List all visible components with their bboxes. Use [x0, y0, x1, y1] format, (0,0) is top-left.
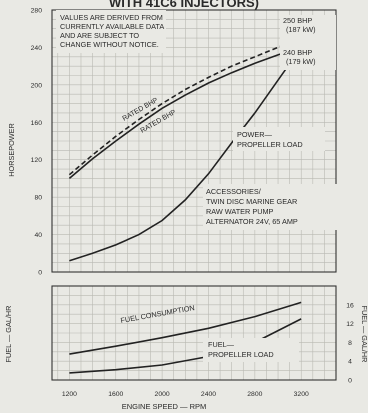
note-box: VALUES ARE DERIVED FROM CURRENTLY AVAILA…	[56, 10, 166, 53]
fuel-prop-line-2: PROPELLER LOAD	[208, 350, 274, 359]
y-tick-label: 200	[31, 82, 43, 89]
note-line-1: VALUES ARE DERIVED FROM	[60, 13, 163, 22]
x-tick-label: 3200	[294, 391, 309, 398]
power-propeller-label: POWER— PROPELLER LOAD	[233, 127, 325, 151]
power-label-line-2: PROPELLER LOAD	[237, 140, 303, 149]
y-tick-label: 80	[34, 195, 42, 202]
rated-bhp-dashed-curve	[68, 37, 302, 176]
fuel-propeller-label: FUEL— PROPELLER LOAD	[203, 338, 299, 362]
accessories-line-4: ALTERNATOR 24V, 65 AMP	[206, 217, 298, 226]
x-tick-label: 2400	[201, 391, 216, 398]
bhp-240-label: 240 BHP	[283, 48, 312, 57]
fuel-prop-line-1: FUEL—	[208, 340, 235, 349]
power-label-line-1: POWER—	[237, 130, 273, 139]
fuel-tick-label: 12	[346, 321, 354, 328]
fuel-label-background	[203, 338, 299, 362]
y-tick-label: 280	[31, 8, 43, 15]
kw-179-label: (179 kW)	[286, 57, 316, 66]
axes	[51, 9, 337, 381]
fuel-axis-title-left: FUEL — GAL/HR	[4, 306, 13, 363]
rating-label-background	[280, 15, 336, 70]
y-tick-label: 240	[31, 45, 43, 52]
fuel-tick-label: 4	[348, 359, 352, 366]
accessories-note-background	[203, 184, 343, 230]
kw-187-label: (187 kW)	[286, 25, 316, 34]
fuel-tick-label: 8	[348, 340, 352, 347]
power-label-background	[233, 127, 325, 151]
note-background	[56, 10, 166, 53]
y-tick-label: 0	[38, 270, 42, 277]
rated-bhp-curve	[68, 46, 302, 180]
accessories-line-2: TWIN DISC MARINE GEAR	[206, 197, 297, 206]
y-tick-label: 40	[34, 232, 42, 239]
fuel-consumption-curve	[69, 301, 302, 355]
x-tick-label: 1200	[62, 391, 77, 398]
accessories-note: ACCESSORIES/ TWIN DISC MARINE GEAR RAW W…	[203, 184, 343, 230]
fuel-plot-frame	[51, 285, 337, 381]
y-tick-label: 160	[31, 120, 43, 127]
x-axis-title: ENGINE SPEED — RPM	[122, 402, 207, 411]
fuel-axis-title-right: FUEL — GAL/HR	[360, 306, 368, 363]
x-tick-label: 1600	[108, 391, 123, 398]
note-line-4: CHANGE WITHOUT NOTICE.	[60, 40, 159, 49]
y-axis-title: HORSEPOWER	[7, 123, 16, 177]
bhp-250-label: 250 BHP	[283, 16, 312, 25]
power-propeller-curve	[69, 46, 302, 262]
chart-title: WITH 41C6 INJECTORS)	[109, 0, 259, 10]
y-tick-label: 120	[31, 157, 43, 164]
note-line-2: CURRENTLY AVAILABLE DATA	[60, 22, 164, 31]
fuel-tick-label: 0	[348, 378, 352, 385]
x-tick-label: 2000	[155, 391, 170, 398]
x-tick-label: 2800	[247, 391, 262, 398]
note-line-3: AND ARE SUBJECT TO	[60, 31, 139, 40]
horsepower-plot-frame	[51, 9, 337, 273]
rating-labels: 250 BHP (187 kW) 240 BHP (179 kW)	[280, 15, 336, 70]
fuel-tick-label: 16	[346, 302, 354, 309]
accessories-line-3: RAW WATER PUMP	[206, 207, 274, 216]
accessories-line-1: ACCESSORIES/	[206, 187, 262, 196]
